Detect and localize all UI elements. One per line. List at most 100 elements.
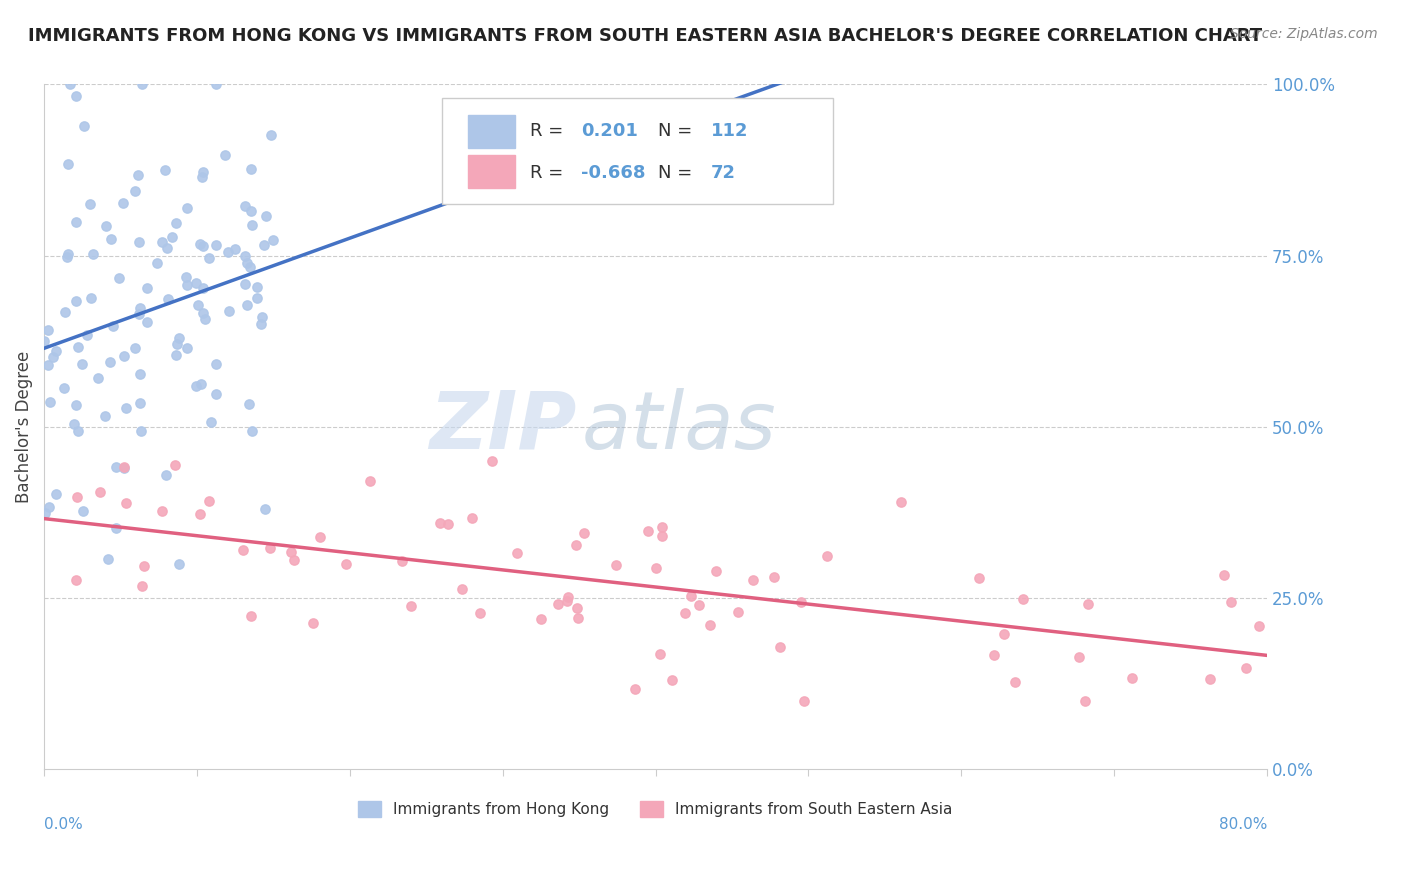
Point — [128, 301, 150, 316]
Point — [65, 398, 87, 412]
Point — [1219, 595, 1241, 609]
Point — [191, 281, 214, 295]
Point — [98, 355, 121, 369]
Text: 112: 112 — [710, 122, 748, 140]
Point — [470, 606, 492, 620]
Point — [52, 381, 75, 395]
Point — [128, 396, 150, 410]
Point — [218, 303, 240, 318]
Point — [59, 78, 82, 92]
Bar — [468, 115, 515, 148]
Point — [727, 605, 749, 619]
Point — [134, 558, 156, 573]
Point — [34, 506, 56, 520]
Point — [673, 606, 696, 620]
Point — [557, 590, 579, 604]
Point — [198, 251, 221, 265]
Point — [82, 246, 104, 260]
Point — [146, 256, 169, 270]
Point — [167, 557, 190, 571]
Point — [217, 244, 239, 259]
Point — [530, 612, 553, 626]
Text: 0.201: 0.201 — [581, 122, 638, 140]
Point — [150, 504, 173, 518]
Text: R =: R = — [530, 164, 568, 183]
Point — [38, 500, 60, 514]
Point — [254, 209, 277, 223]
Point — [1234, 661, 1257, 675]
Point — [66, 340, 89, 354]
Text: N =: N = — [658, 122, 697, 140]
Point — [651, 520, 673, 534]
Point — [188, 237, 211, 252]
Point — [280, 545, 302, 559]
Point — [437, 516, 460, 531]
Point — [481, 454, 503, 468]
Point — [793, 694, 815, 708]
Point — [89, 485, 111, 500]
Point — [150, 235, 173, 250]
Point — [156, 241, 179, 255]
Point — [699, 618, 721, 632]
Point — [165, 216, 187, 230]
Point — [45, 343, 67, 358]
Point — [235, 277, 257, 291]
Point — [242, 218, 264, 232]
Point — [429, 516, 451, 530]
Point — [65, 89, 87, 103]
Point — [704, 564, 727, 578]
Point — [650, 647, 672, 661]
Point — [242, 425, 264, 439]
Point — [232, 542, 254, 557]
Point — [65, 293, 87, 308]
Point — [969, 571, 991, 585]
Text: Source: ZipAtlas.com: Source: ZipAtlas.com — [1230, 27, 1378, 41]
Point — [253, 238, 276, 252]
Point — [1121, 671, 1143, 685]
Point — [661, 673, 683, 687]
Point — [205, 238, 228, 252]
Point — [254, 501, 277, 516]
Point — [302, 615, 325, 630]
Text: atlas: atlas — [582, 388, 778, 466]
Point — [506, 546, 529, 560]
Point — [112, 460, 135, 475]
Point — [815, 549, 838, 563]
Point — [236, 298, 259, 312]
Point — [1212, 568, 1234, 582]
Point — [155, 467, 177, 482]
Point — [461, 511, 484, 525]
Point — [42, 350, 65, 364]
Point — [135, 281, 157, 295]
Point — [72, 504, 94, 518]
Point — [39, 395, 62, 409]
Point — [567, 611, 589, 625]
Point — [66, 490, 89, 504]
Point — [176, 278, 198, 293]
Point — [112, 349, 135, 363]
Point — [104, 460, 127, 475]
Point — [644, 560, 666, 574]
Point — [176, 201, 198, 215]
Point — [637, 524, 659, 538]
Point — [94, 219, 117, 234]
Point — [65, 573, 87, 587]
Point — [191, 305, 214, 319]
Point — [197, 494, 219, 508]
Point — [156, 292, 179, 306]
Point — [186, 276, 208, 290]
Point — [190, 376, 212, 391]
Point — [174, 270, 197, 285]
Legend: Immigrants from Hong Kong, Immigrants from South Eastern Asia: Immigrants from Hong Kong, Immigrants fr… — [353, 795, 959, 823]
Point — [131, 578, 153, 592]
Point — [1073, 694, 1095, 708]
Point — [127, 168, 149, 182]
Point — [131, 78, 153, 92]
Point — [56, 246, 79, 260]
Point — [124, 184, 146, 198]
Point — [623, 682, 645, 697]
Point — [1069, 650, 1091, 665]
Point — [165, 348, 187, 362]
Point — [651, 529, 673, 543]
Point — [186, 379, 208, 393]
